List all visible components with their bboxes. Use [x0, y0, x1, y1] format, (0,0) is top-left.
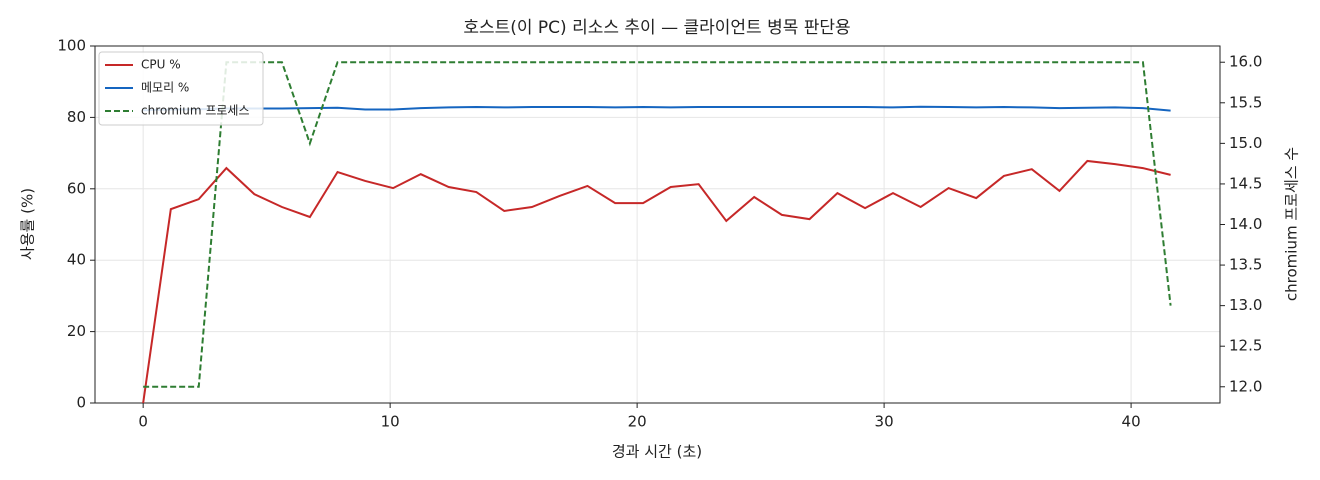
x-tick-label: 0 [138, 413, 148, 431]
series-line [142, 159, 1171, 404]
y-axis-label: 사용률 (%) [19, 188, 37, 260]
y2-tick-label: 14.0 [1229, 215, 1262, 233]
y-tick-label: 20 [67, 322, 86, 340]
y2-tick-label: 16.0 [1229, 53, 1262, 71]
series-line [143, 61, 1172, 388]
y-tick-label: 80 [67, 108, 86, 126]
x-axis-label: 경과 시간 (초) [612, 443, 702, 461]
y2-tick-label: 12.0 [1229, 377, 1262, 395]
x-tick-label: 10 [381, 413, 400, 431]
legend-label: CPU % [141, 58, 181, 72]
y2-tick-label: 13.0 [1229, 296, 1262, 314]
y-tick-label: 60 [67, 179, 86, 197]
x-tick-label: 20 [628, 413, 647, 431]
x-tick-label: 30 [875, 413, 894, 431]
legend-label: chromium 프로세스 [141, 104, 250, 118]
y2-tick-label: 13.5 [1229, 256, 1262, 274]
y-tick-label: 100 [57, 37, 86, 55]
chart-title: 호스트(이 PC) 리소스 추이 — 클라이언트 병목 판단용 [463, 18, 850, 38]
y2-tick-label: 15.0 [1229, 134, 1262, 152]
y2-tick-label: 12.5 [1229, 337, 1262, 355]
legend-label: 메모리 % [141, 81, 189, 95]
legend-box [98, 51, 264, 126]
y-tick-label: 40 [67, 251, 86, 269]
y2-axis-label: chromium 프로세스 수 [1283, 147, 1301, 301]
y2-tick-label: 15.5 [1229, 93, 1262, 111]
y-tick-label: 0 [76, 394, 86, 412]
series-line [143, 105, 1171, 112]
plot-frame [94, 45, 1221, 404]
y2-tick-label: 14.5 [1229, 174, 1262, 192]
x-tick-label: 40 [1122, 413, 1141, 431]
